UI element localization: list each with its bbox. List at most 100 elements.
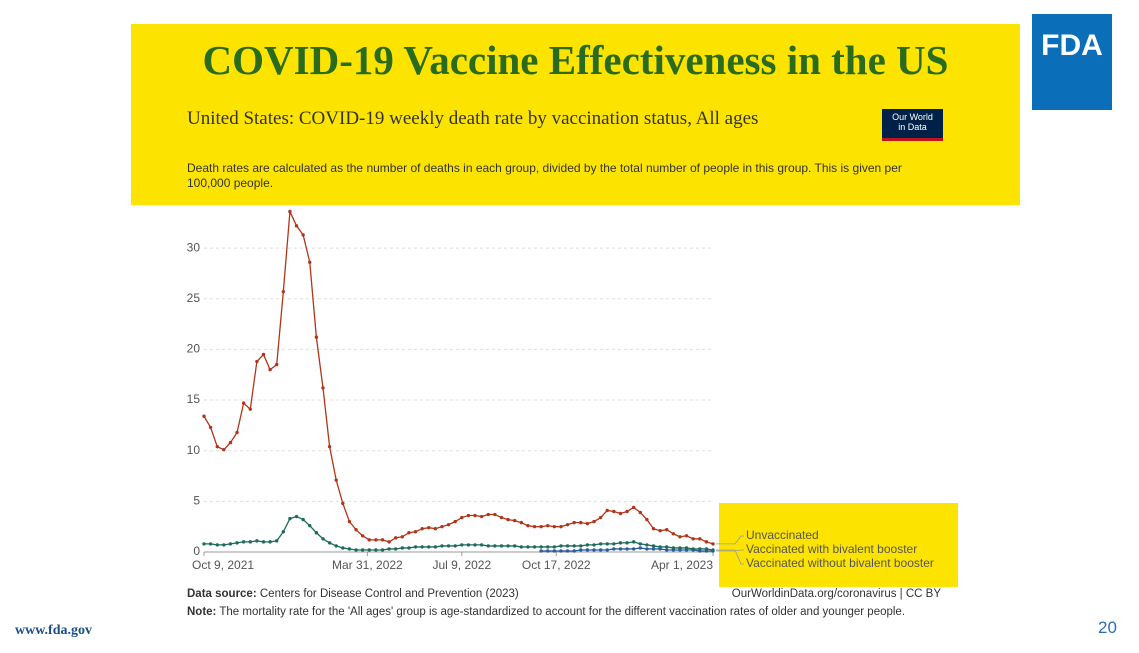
source-text: Centers for Disease Control and Preventi… <box>259 588 519 600</box>
point <box>532 545 537 549</box>
point <box>235 541 239 545</box>
point <box>539 549 543 553</box>
point <box>255 539 259 543</box>
point <box>446 522 451 527</box>
point <box>711 548 715 552</box>
point <box>612 542 616 546</box>
point <box>691 537 695 541</box>
point <box>400 535 405 539</box>
point <box>493 512 497 517</box>
point <box>631 505 636 510</box>
point <box>314 335 319 339</box>
point <box>460 515 464 520</box>
point <box>546 549 550 553</box>
point <box>433 545 438 549</box>
badge-line: in Data <box>898 122 927 132</box>
point <box>665 545 669 549</box>
point <box>327 541 332 545</box>
point <box>400 546 405 550</box>
point <box>678 546 682 550</box>
point <box>658 545 662 549</box>
point <box>678 535 682 539</box>
point <box>347 547 352 551</box>
point <box>301 517 305 522</box>
point <box>618 547 623 551</box>
point <box>380 538 385 542</box>
point <box>691 547 695 551</box>
point <box>565 522 570 527</box>
point <box>605 542 609 546</box>
point <box>222 447 226 452</box>
point <box>579 544 583 548</box>
point <box>281 530 286 534</box>
point <box>420 545 424 549</box>
point <box>631 547 636 551</box>
y-tick-label: 10 <box>187 443 201 457</box>
point <box>222 543 226 547</box>
point <box>539 545 543 549</box>
point <box>479 514 484 519</box>
point <box>440 524 444 529</box>
point <box>625 547 629 551</box>
point <box>506 544 510 548</box>
point <box>228 542 233 546</box>
point <box>572 549 576 553</box>
legend-label: Vaccinated with bivalent booster <box>746 542 917 556</box>
x-tick-label: Jul 9, 2022 <box>432 558 491 572</box>
point <box>354 548 358 552</box>
point <box>638 510 642 515</box>
legend-label: Vaccinated without bivalent booster <box>746 556 934 570</box>
point <box>308 523 312 528</box>
point <box>612 547 616 551</box>
point <box>261 540 266 544</box>
point <box>334 478 338 482</box>
point <box>202 414 206 418</box>
point <box>394 536 398 540</box>
point <box>585 521 590 526</box>
point <box>228 440 233 445</box>
chart-title: United States: COVID-19 weekly death rat… <box>187 108 759 129</box>
fda-logo: FDA <box>1032 14 1112 110</box>
point <box>407 546 411 550</box>
point <box>440 544 444 548</box>
point <box>241 401 246 405</box>
point <box>711 542 715 546</box>
point <box>579 520 583 525</box>
point <box>486 544 490 548</box>
point <box>360 534 365 538</box>
point <box>248 540 252 544</box>
point <box>698 537 702 541</box>
point <box>519 520 523 525</box>
point <box>294 514 299 519</box>
point <box>704 547 709 551</box>
note-text: The mortality rate for the 'All ages' gr… <box>219 606 906 618</box>
point <box>387 540 391 544</box>
point <box>275 539 279 543</box>
legend-connector <box>716 549 744 565</box>
point <box>592 543 596 547</box>
point <box>645 547 649 551</box>
point <box>671 532 676 536</box>
y-tick-label: 5 <box>193 494 200 508</box>
point <box>208 542 213 546</box>
point <box>367 538 371 542</box>
y-tick-label: 30 <box>187 240 201 254</box>
point <box>559 544 563 548</box>
x-tick-label: Oct 17, 2022 <box>522 558 591 572</box>
point <box>645 543 649 547</box>
point <box>321 537 325 541</box>
owid-badge: Our World in Data <box>882 109 943 141</box>
point <box>473 543 477 547</box>
point <box>354 528 358 532</box>
point <box>546 523 550 528</box>
point <box>698 547 702 551</box>
point <box>241 540 246 544</box>
point <box>486 512 490 517</box>
point <box>235 430 239 435</box>
point <box>565 549 570 553</box>
x-tick-label: Oct 9, 2021 <box>192 558 254 572</box>
note: Note: The mortality rate for the 'All ag… <box>187 604 927 620</box>
point <box>499 544 504 548</box>
point <box>380 548 385 552</box>
